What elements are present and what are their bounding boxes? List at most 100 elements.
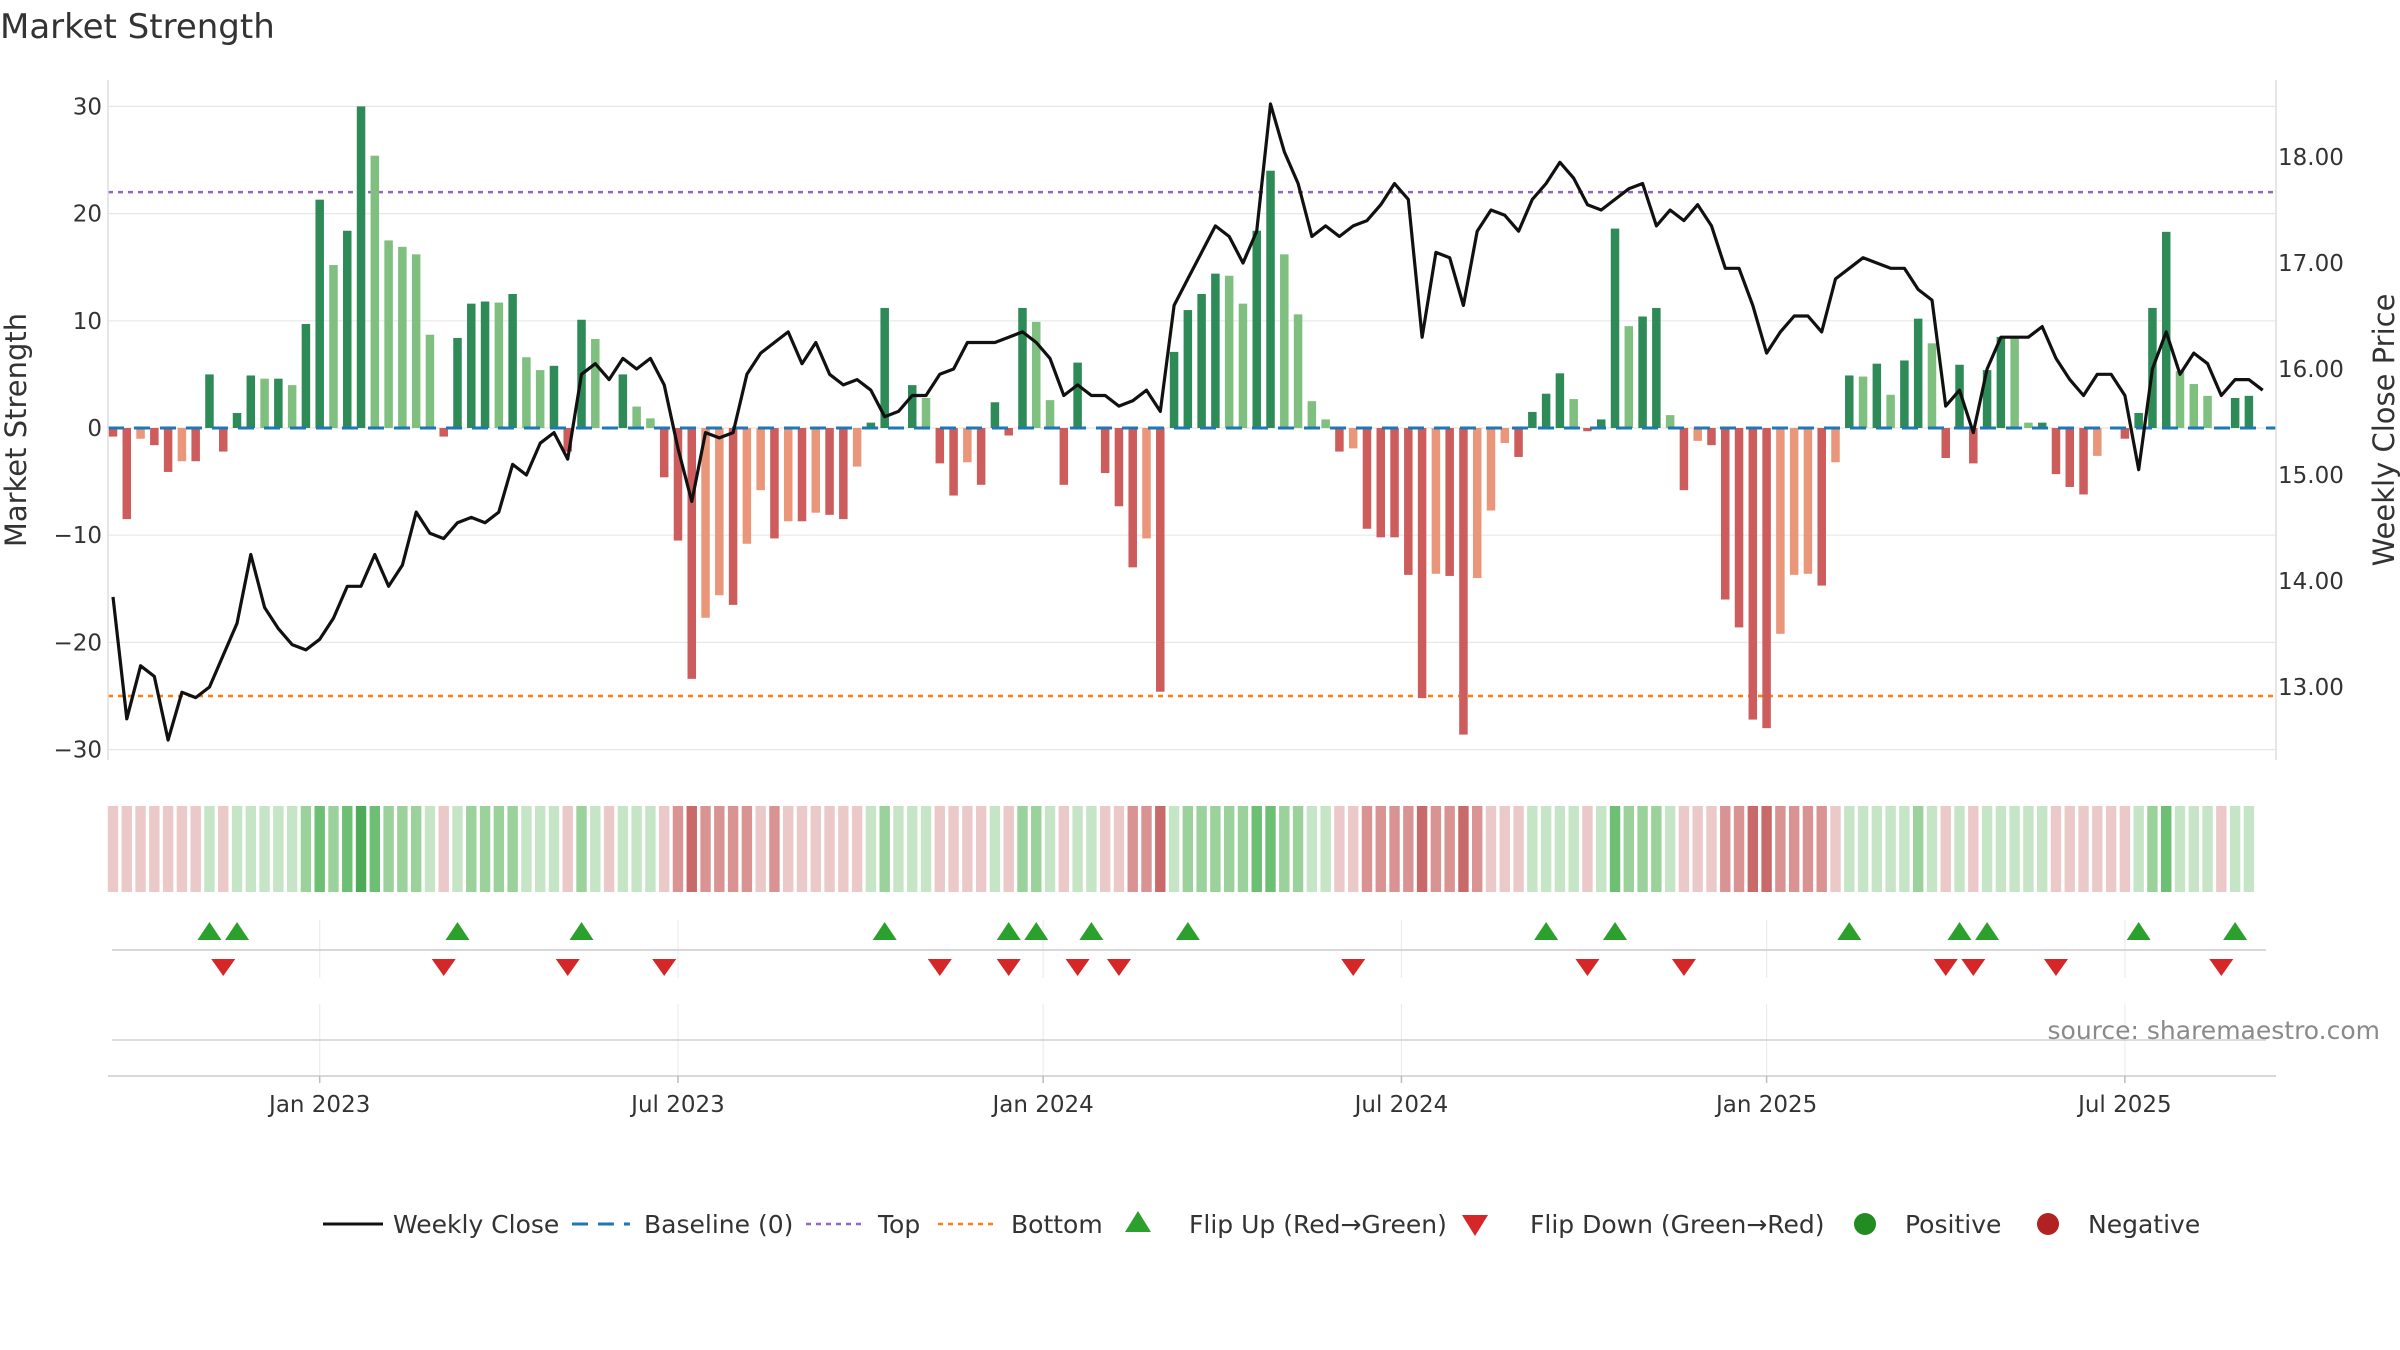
strength-bar-43	[701, 428, 710, 618]
heat-cell-28	[493, 806, 505, 892]
legend-positive: Positive	[1905, 1210, 2001, 1239]
heat-cell-105	[1554, 806, 1566, 892]
heat-cell-107	[1582, 806, 1593, 892]
strength-bar-114	[1679, 428, 1689, 491]
heat-cell-61	[948, 806, 959, 892]
strength-bar-136	[1982, 370, 1992, 428]
strength-bar-31	[535, 370, 545, 428]
heat-cell-106	[1568, 806, 1579, 892]
strength-bar-32	[549, 365, 559, 428]
heat-cell-86	[1292, 806, 1304, 892]
heat-cell-46	[741, 806, 753, 892]
strength-bar-154	[2230, 397, 2240, 428]
heat-cell-125	[1830, 806, 1841, 892]
strength-bar-7	[205, 374, 214, 428]
strength-bar-143	[2079, 428, 2088, 495]
strength-bar-56	[880, 307, 889, 428]
strength-bar-127	[1858, 376, 1868, 428]
strength-bar-106	[1569, 399, 1578, 428]
heat-cell-131	[1912, 806, 1924, 892]
heat-cell-76	[1155, 806, 1166, 892]
flip-down-marker-12	[1961, 959, 1986, 976]
heat-cell-54	[851, 806, 863, 892]
strength-bar-152	[2203, 395, 2212, 428]
strength-bar-88	[1321, 419, 1330, 428]
flip-up-marker-12	[1947, 922, 1972, 940]
strength-bar-27	[480, 301, 490, 428]
heat-cell-57	[893, 806, 904, 892]
heat-cell-128	[1871, 806, 1883, 892]
flip-down-marker-1	[431, 959, 456, 976]
heat-cell-118	[1733, 806, 1745, 892]
flip-down-marker-2	[555, 959, 580, 976]
heat-cell-144	[2092, 806, 2103, 892]
strength-bar-70	[1073, 362, 1082, 428]
strength-bar-124	[1817, 428, 1826, 586]
strength-bar-60	[935, 428, 945, 464]
heat-cell-122	[1788, 806, 1800, 892]
strength-bar-42	[687, 428, 697, 679]
strength-bar-79	[1197, 294, 1206, 428]
right-tick-0: 18.00	[2278, 145, 2344, 171]
heat-cell-56	[879, 806, 890, 892]
flip-up-marker-9	[1534, 922, 1559, 940]
heat-cell-40	[659, 806, 670, 892]
heat-cell-129	[1885, 806, 1896, 892]
heat-cell-22	[410, 806, 422, 892]
flip-down-marker-14	[2209, 959, 2234, 976]
heat-cell-26	[466, 806, 477, 892]
strength-bar-149	[2161, 231, 2171, 428]
strength-bar-104	[1541, 393, 1551, 428]
heat-cell-115	[1692, 806, 1703, 892]
heat-cell-147	[2133, 806, 2144, 892]
heat-cell-146	[2119, 806, 2131, 892]
strength-bar-116	[1707, 428, 1716, 446]
heat-cell-14	[300, 806, 312, 892]
strength-bar-26	[467, 303, 476, 428]
heat-cell-104	[1540, 806, 1552, 892]
flip-up-marker-0	[197, 922, 222, 940]
strength-bar-108	[1596, 419, 1606, 428]
heat-cell-74	[1127, 806, 1138, 892]
strength-bar-11	[260, 378, 269, 428]
heat-cell-124	[1816, 806, 1827, 892]
strength-bars	[108, 106, 2254, 735]
heat-cell-140	[2037, 806, 2048, 892]
strength-bar-15	[315, 199, 324, 428]
heat-cell-4	[162, 806, 174, 892]
strength-bar-112	[1652, 307, 1661, 428]
strength-bar-53	[839, 428, 848, 520]
heat-cell-51	[810, 806, 821, 892]
strength-bar-1	[122, 428, 132, 520]
strength-bar-61	[949, 428, 958, 496]
heat-cell-21	[397, 806, 408, 892]
flip-up-marker-10	[1603, 922, 1628, 940]
heat-cell-24	[438, 806, 449, 892]
heat-cell-85	[1279, 806, 1290, 892]
legend-negative-swatch	[2037, 1213, 2059, 1235]
heat-cell-34	[576, 806, 587, 892]
strength-bar-86	[1293, 314, 1303, 428]
strength-bar-133	[1941, 428, 1950, 459]
strength-bar-141	[2051, 428, 2061, 475]
heat-cell-133	[1940, 806, 1951, 892]
heat-cell-19	[369, 806, 381, 892]
strength-bar-64	[990, 402, 1000, 428]
heat-cell-20	[383, 806, 394, 892]
flip-up-marker-11	[1837, 922, 1862, 940]
strength-bar-50	[797, 428, 807, 522]
strength-bar-10	[246, 375, 256, 428]
heat-cell-102	[1513, 806, 1524, 892]
heat-cell-126	[1844, 806, 1855, 892]
heat-cell-13	[286, 806, 298, 892]
strength-bar-80	[1211, 273, 1220, 428]
strength-bar-147	[2134, 412, 2143, 428]
strength-bar-20	[384, 240, 393, 428]
strength-bar-46	[742, 428, 752, 544]
heat-cell-127	[1857, 806, 1869, 892]
strength-bar-25	[453, 337, 462, 428]
strength-bar-45	[728, 428, 738, 605]
strength-bar-98	[1459, 428, 1468, 735]
left-tick-5: −20	[53, 630, 102, 656]
